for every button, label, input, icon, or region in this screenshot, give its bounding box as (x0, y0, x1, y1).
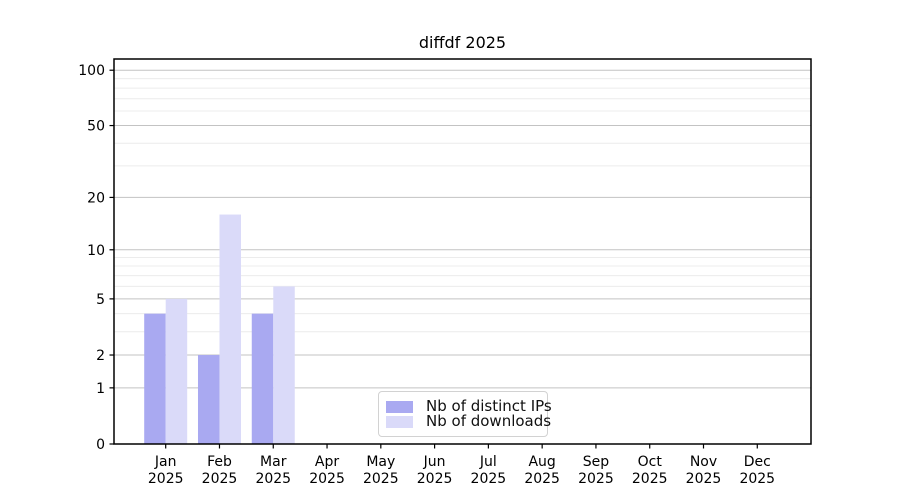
x-tick-label-month: Jun (423, 454, 446, 470)
legend: Nb of distinct IPs Nb of downloads (378, 391, 552, 437)
y-tick-label: 50 (87, 119, 105, 135)
x-tick-label-year: 2025 (578, 471, 614, 487)
legend-item-downloads: Nb of downloads (386, 414, 551, 429)
x-tick-label-month: Oct (638, 454, 663, 470)
x-tick-label-year: 2025 (148, 471, 184, 487)
x-tick-label-month: Mar (260, 454, 287, 470)
x-tick-label-year: 2025 (309, 471, 345, 487)
y-tick-label: 20 (87, 190, 105, 206)
x-tick-label-month: Aug (528, 454, 555, 470)
x-tick-label-month: Feb (207, 454, 232, 470)
bar-distinct-ips-feb (197, 355, 220, 444)
bar-distinct-ips-jan (144, 313, 166, 444)
y-tick-label: 2 (96, 348, 105, 364)
legend-label-distinct-ips: Nb of distinct IPs (426, 397, 552, 415)
y-tick-label: 10 (87, 243, 105, 259)
legend-swatch-distinct-ips (386, 400, 413, 413)
y-tick-label: 0 (96, 437, 105, 453)
chart-title: diffdf 2025 (418, 33, 507, 52)
x-tick-label-month: Apr (315, 454, 339, 470)
x-tick-label-month: Sep (583, 454, 610, 470)
y-tick-label: 5 (96, 292, 105, 308)
x-tick-label-year: 2025 (739, 471, 775, 487)
legend-label-downloads: Nb of downloads (426, 412, 552, 430)
y-tick-label: 1 (96, 381, 105, 397)
legend-item-distinct-ips: Nb of distinct IPs (386, 399, 552, 414)
x-tick-label-month: Jan (154, 454, 177, 470)
x-tick-label-month: Nov (690, 454, 717, 470)
axes-frame (113, 58, 812, 445)
bar-distinct-ips-mar (251, 313, 274, 444)
x-tick-label-month: Dec (744, 454, 771, 470)
x-tick-label-year: 2025 (202, 471, 238, 487)
legend-swatch-downloads (386, 415, 413, 428)
bar-downloads-jan (165, 298, 188, 444)
x-tick-label-month: Jul (479, 454, 497, 470)
x-tick-label-year: 2025 (632, 471, 668, 487)
x-tick-label-year: 2025 (471, 471, 507, 487)
bar-downloads-feb (219, 214, 241, 444)
x-tick-label-month: May (366, 454, 395, 470)
y-tick-label: 100 (78, 63, 105, 79)
bar-downloads-mar (273, 286, 295, 444)
x-tick-label-year: 2025 (363, 471, 399, 487)
x-tick-label-year: 2025 (686, 471, 722, 487)
x-tick-label-year: 2025 (524, 471, 560, 487)
x-tick-label-year: 2025 (417, 471, 453, 487)
x-tick-label-year: 2025 (255, 471, 291, 487)
